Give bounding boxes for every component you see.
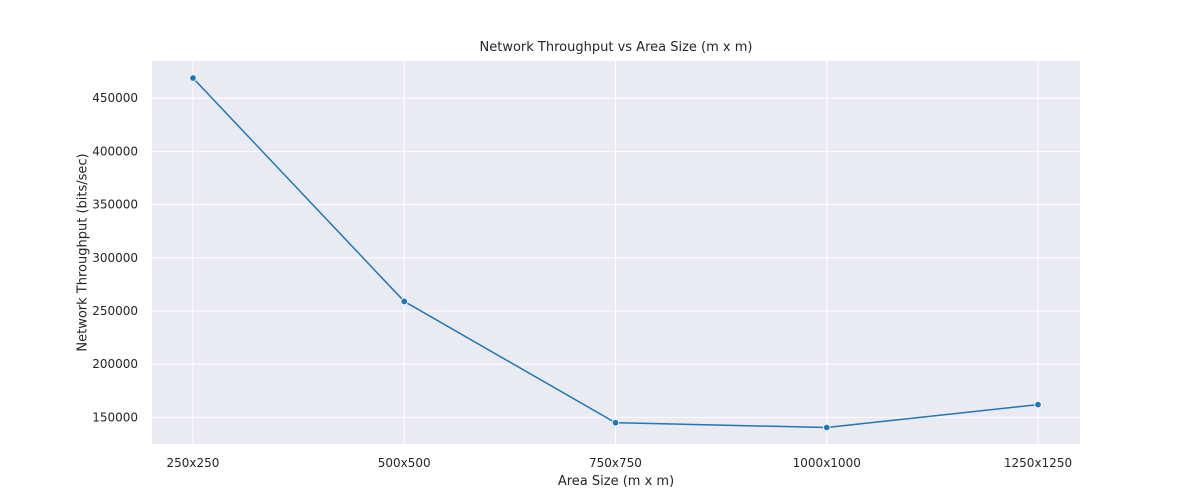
x-tick-label: 1000x1000 — [793, 456, 861, 470]
y-tick-label: 150000 — [92, 410, 138, 424]
series-layer — [189, 74, 1042, 432]
data-point — [823, 423, 831, 432]
tick-labels: 150000 200000 250000 300000 350000 400000 4500… — [92, 91, 1072, 470]
data-point — [189, 74, 197, 82]
x-tick-label: 750x750 — [589, 456, 642, 470]
y-tick-label: 200000 — [92, 357, 138, 371]
chart-title: Network Throughput vs Area Size (m x m) — [480, 40, 753, 55]
y-axis-label: Network Throughput (bits/sec) — [76, 153, 91, 351]
y-tick-label: 400000 — [92, 144, 138, 158]
y-tick-label: 350000 — [92, 198, 138, 212]
x-tick-label: 500x500 — [378, 456, 431, 470]
data-point — [400, 297, 408, 306]
grid-lines — [152, 61, 1080, 444]
data-point — [611, 419, 620, 427]
data-point — [1034, 400, 1042, 409]
x-tick-label: 250x250 — [167, 456, 220, 470]
x-axis-label: Area Size (m x m) — [558, 474, 674, 489]
y-tick-label: 450000 — [92, 91, 138, 105]
y-tick-label: 300000 — [92, 251, 138, 265]
x-tick-label: 1250x1250 — [1004, 456, 1072, 470]
y-tick-label: 250000 — [92, 304, 138, 318]
